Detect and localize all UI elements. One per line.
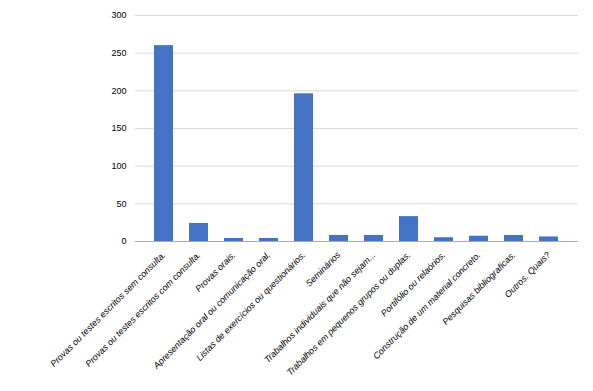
svg-text:Trabalhos em pequenos grupos o: Trabalhos em pequenos grupos ou duplas. <box>285 250 413 378</box>
svg-text:Apresentação oral ou comunicaç: Apresentação oral ou comunicação oral. <box>151 250 273 372</box>
svg-text:300: 300 <box>111 10 126 20</box>
svg-text:50: 50 <box>116 199 126 209</box>
svg-text:Portifólio ou relaórios.: Portifólio ou relaórios. <box>379 250 448 319</box>
svg-text:Provas ou testes escritos com: Provas ou testes escritos com consulta. <box>83 250 202 369</box>
svg-text:Trabalhos individuais que não: Trabalhos individuais que não sejam... <box>262 249 378 365</box>
svg-text:Provas ou testes escritos sem: Provas ou testes escritos sem consulta. <box>48 249 168 369</box>
svg-text:Pesquisas bibliograficas.: Pesquisas bibliograficas. <box>440 249 518 327</box>
svg-text:Provas orais.: Provas orais. <box>193 249 238 294</box>
svg-text:150: 150 <box>111 123 126 133</box>
svg-text:Listas de exercícios ou questi: Listas de exercícios ou questionários. <box>194 250 307 363</box>
svg-text:Outros. Quais?: Outros. Quais? <box>503 250 553 300</box>
svg-text:250: 250 <box>111 48 126 58</box>
svg-text:0: 0 <box>121 236 126 246</box>
svg-text:100: 100 <box>111 161 126 171</box>
svg-text:200: 200 <box>111 86 126 96</box>
svg-text:Construção de um material conc: Construção de um material concreto. <box>371 249 483 362</box>
svg-text:Seminários: Seminários <box>303 249 343 289</box>
